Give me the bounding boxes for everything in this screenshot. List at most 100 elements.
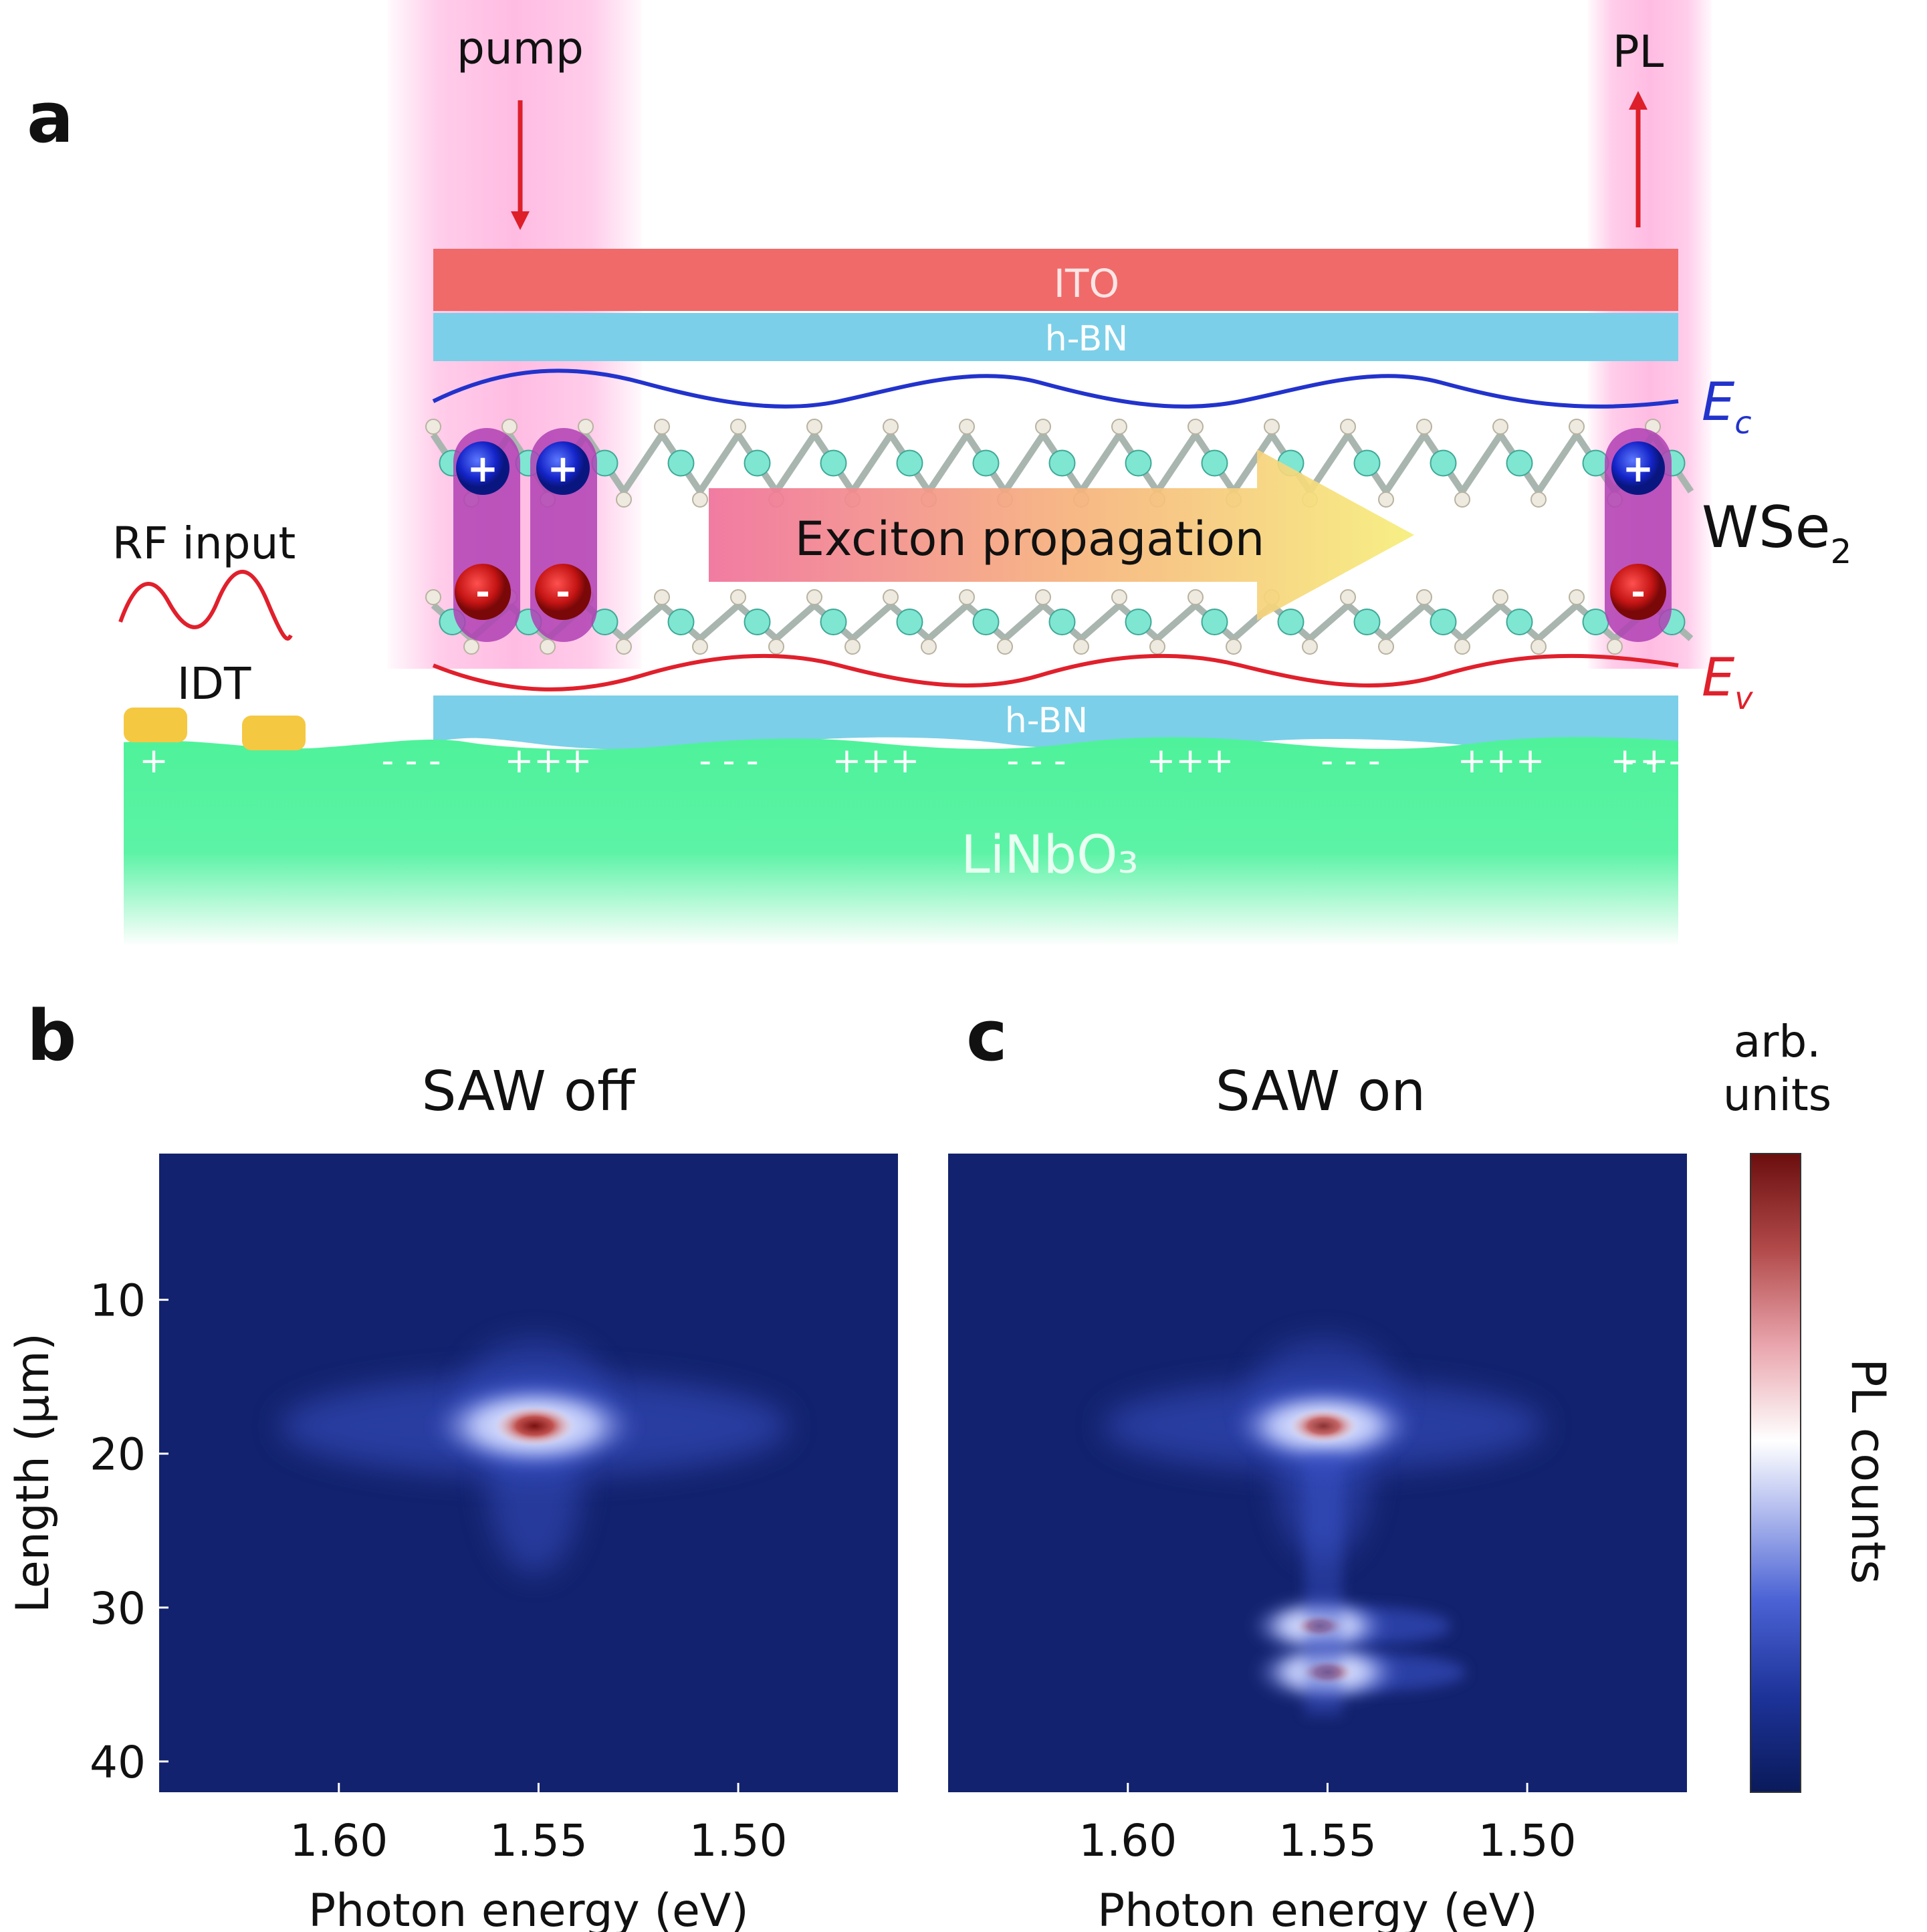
w-atom	[1582, 609, 1609, 635]
ito-label: ITO	[1054, 261, 1119, 306]
w-atom	[744, 609, 771, 635]
x-tick-label: 1.60	[1079, 1815, 1177, 1866]
panel-a-label: a	[27, 77, 74, 158]
se-atom	[1035, 419, 1051, 435]
panel-b-label: b	[27, 995, 76, 1077]
se-atom	[501, 419, 518, 435]
se-atom	[806, 419, 822, 435]
w-atom	[1506, 609, 1533, 635]
surface-charge: +++	[1458, 741, 1545, 781]
panel-b-title: SAW off	[422, 1060, 637, 1123]
surface-charge: ++	[1610, 741, 1668, 781]
x-tick-label: 1.60	[290, 1815, 388, 1866]
electron	[1610, 564, 1666, 620]
surface-charge: +++	[832, 741, 920, 781]
x-tick-label: 1.50	[1478, 1815, 1577, 1866]
se-atom	[654, 589, 670, 605]
se-atom	[806, 589, 822, 605]
pl-label: PL	[1613, 26, 1664, 78]
colorbar-units-line2: units	[1723, 1069, 1831, 1121]
w-atom	[1048, 609, 1076, 635]
se-atom	[1111, 419, 1127, 435]
se-atom	[1492, 419, 1508, 435]
svg-text:+: +	[1623, 447, 1654, 491]
w-atom	[1125, 449, 1152, 477]
exciton-propagation-label: Exciton propagation	[795, 512, 1265, 566]
se-atom	[959, 589, 975, 605]
heatmap-saw-on	[948, 1154, 1687, 1792]
y-tick-label: 20	[90, 1429, 146, 1481]
pump-label: pump	[457, 23, 584, 74]
svg-text:+: +	[467, 447, 499, 491]
ec-band-curve	[432, 368, 1679, 409]
colorbar-label: PL counts	[1841, 1358, 1896, 1584]
rf-input-label: RF input	[112, 518, 296, 569]
se-atom	[1035, 589, 1051, 605]
w-atom	[1506, 449, 1533, 477]
surface-charge: +++	[505, 741, 592, 781]
w-atom	[972, 609, 1000, 635]
se-atom	[425, 589, 441, 605]
electron	[455, 564, 511, 620]
se-atom	[844, 639, 861, 655]
x-axis-label: Photon energy (eV)	[1097, 1885, 1538, 1932]
exciton-pair: + -	[453, 428, 520, 642]
w-atom	[820, 609, 847, 635]
se-atom	[1378, 639, 1394, 655]
pl-emission-spot	[1103, 1339, 1544, 1560]
se-atom	[1149, 639, 1165, 655]
se-atom	[1187, 589, 1204, 605]
pl-emission-spot	[280, 1339, 789, 1574]
y-tick-label: 40	[90, 1737, 146, 1788]
svg-text:-: -	[1631, 572, 1646, 613]
w-atom	[1430, 449, 1457, 477]
se-atom	[883, 589, 899, 605]
hole	[536, 441, 590, 495]
w-atom	[1353, 609, 1381, 635]
colorbar-units-line1: arb.	[1734, 1016, 1821, 1067]
hole	[456, 441, 509, 495]
surface-charge: +	[139, 741, 168, 781]
exciton-pair: + -	[530, 428, 597, 642]
se-atom	[1569, 589, 1585, 605]
hbn-top-label: h-BN	[1045, 319, 1128, 359]
exciton-propagation-arrow	[709, 449, 1414, 621]
hbn-bottom-layer	[433, 695, 1678, 750]
w-atom	[820, 449, 847, 477]
se-atom	[1264, 419, 1280, 435]
ev-band-curve	[432, 653, 1679, 691]
se-atom	[692, 492, 708, 508]
w-atom	[667, 449, 695, 477]
se-atom	[654, 419, 670, 435]
idt-electrode	[124, 708, 187, 742]
surface-charge: - - -	[381, 741, 441, 781]
w-atom	[1277, 609, 1305, 635]
w-atom	[1582, 449, 1609, 477]
panel-c-label: c	[966, 995, 1008, 1077]
se-atom	[1454, 639, 1470, 655]
colorbar	[1750, 1153, 1801, 1793]
x-axis-label: Photon energy (eV)	[308, 1885, 749, 1932]
se-atom	[1607, 639, 1623, 655]
y-tick-label: 10	[90, 1275, 146, 1327]
surface-charge: - - -	[699, 741, 758, 781]
w-atom	[1048, 449, 1076, 477]
se-atom	[883, 419, 899, 435]
exciton-pair: + -	[1605, 428, 1672, 642]
se-atom	[578, 419, 594, 435]
w-atom	[744, 449, 771, 477]
hbn-bottom-label: h-BN	[1005, 701, 1088, 741]
se-atom	[1073, 639, 1089, 655]
electron	[535, 564, 591, 620]
surface-charge: - - -	[1621, 741, 1681, 781]
se-atom	[1111, 589, 1127, 605]
surface-charge: +++	[1147, 741, 1234, 781]
w-atom	[1201, 449, 1228, 477]
se-atom	[1340, 419, 1356, 435]
w-atom	[896, 449, 923, 477]
svg-text:+: +	[548, 447, 579, 491]
se-atom	[1378, 492, 1394, 508]
se-atom	[1569, 419, 1585, 435]
se-atom	[540, 639, 556, 655]
se-atom	[1531, 639, 1547, 655]
